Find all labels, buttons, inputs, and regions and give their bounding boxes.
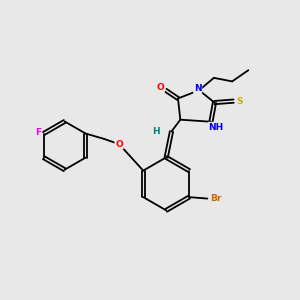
Text: F: F <box>35 128 41 136</box>
Text: O: O <box>156 83 164 92</box>
Text: O: O <box>115 140 123 148</box>
Text: Br: Br <box>210 194 221 203</box>
Text: NH: NH <box>208 122 224 131</box>
Text: H: H <box>152 127 160 136</box>
Text: S: S <box>237 97 243 106</box>
Text: N: N <box>194 84 202 93</box>
